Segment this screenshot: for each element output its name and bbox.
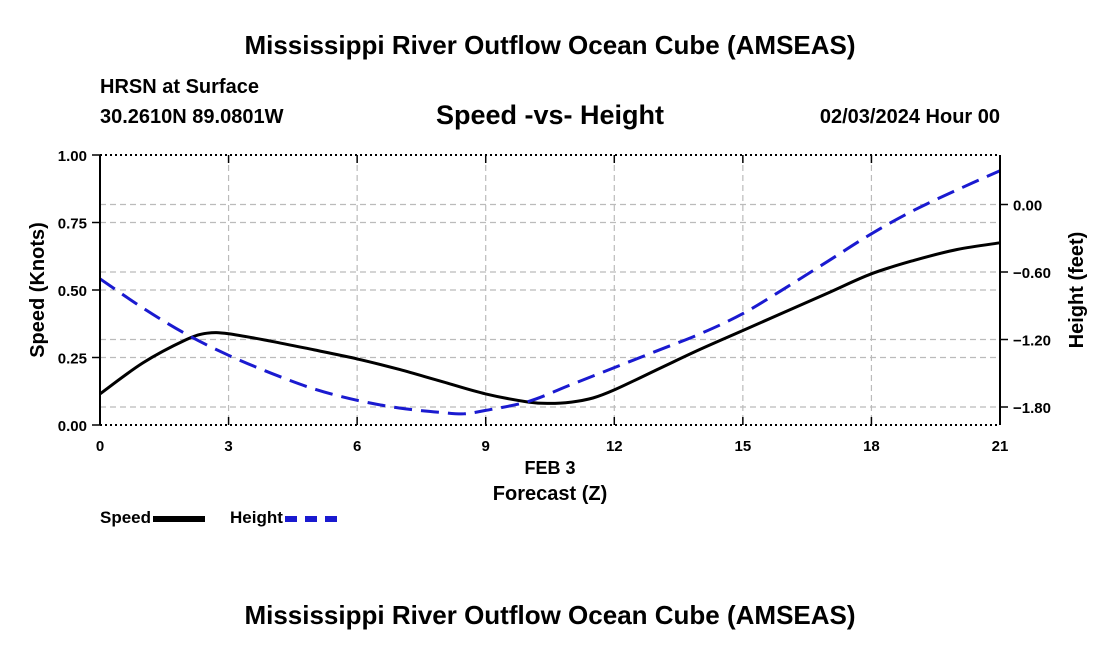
legend-speed-swatch bbox=[153, 515, 206, 522]
x-tick-label-2: 6 bbox=[353, 438, 361, 455]
grid-layer bbox=[100, 155, 1000, 425]
x-axis-title: Forecast (Z) bbox=[493, 483, 607, 505]
x-tick-label-0: 0 bbox=[96, 438, 104, 455]
y-left-tick-label-0: 0.00 bbox=[58, 418, 87, 435]
y-left-tick-label-4: 1.00 bbox=[58, 148, 87, 165]
legend-height: Height bbox=[230, 508, 337, 528]
y-left-tick-label-2: 0.50 bbox=[58, 283, 87, 300]
y-left-tick-label-1: 0.25 bbox=[58, 351, 87, 368]
x-tick-label-4: 12 bbox=[606, 438, 623, 455]
legend-height-swatch bbox=[284, 515, 337, 522]
x-date-label: FEB 3 bbox=[524, 458, 575, 478]
main-title: Mississippi River Outflow Ocean Cube (AM… bbox=[244, 30, 856, 60]
footer-title: Mississippi River Outflow Ocean Cube (AM… bbox=[244, 600, 856, 630]
series-line-speed bbox=[99, 241, 1001, 405]
x-tick-label-5: 15 bbox=[735, 438, 752, 455]
station-name: HRSN at Surface bbox=[100, 76, 259, 98]
y-right-tick-label-2: −0.60 bbox=[1013, 265, 1051, 282]
x-tick-label-1: 3 bbox=[224, 438, 232, 455]
label-layer: 0 3 6 9 12 15 18 21 0.00 0.25 0.50 0.75 1.00 −1.80 −1.… bbox=[27, 148, 1088, 505]
series-line-height bbox=[99, 169, 1001, 416]
y-right-axis-title: Height (feet) bbox=[1066, 232, 1088, 349]
forecast-datetime: 02/03/2024 Hour 00 bbox=[819, 106, 1000, 128]
y-right-tick-label-3: 0.00 bbox=[1013, 198, 1042, 215]
plot-subtitle: Speed -vs- Height bbox=[435, 100, 665, 130]
x-tick-label-7: 21 bbox=[992, 438, 1009, 455]
x-tick-label-3: 9 bbox=[482, 438, 490, 455]
legend-height-label: Height bbox=[230, 508, 283, 527]
y-right-tick-label-1: −1.20 bbox=[1013, 333, 1051, 350]
legend-speed-label: Speed bbox=[100, 508, 152, 527]
series-layer bbox=[99, 169, 1001, 416]
station-coords: 30.2610N 89.0801W bbox=[100, 106, 284, 128]
x-tick-label-6: 18 bbox=[863, 438, 880, 455]
y-left-axis-title: Speed (Knots) bbox=[27, 222, 49, 358]
legend-speed: Speed bbox=[100, 508, 206, 528]
axis-layer bbox=[92, 154, 1008, 426]
y-right-tick-label-0: −1.80 bbox=[1013, 400, 1051, 417]
y-left-tick-label-3: 0.75 bbox=[58, 216, 87, 233]
